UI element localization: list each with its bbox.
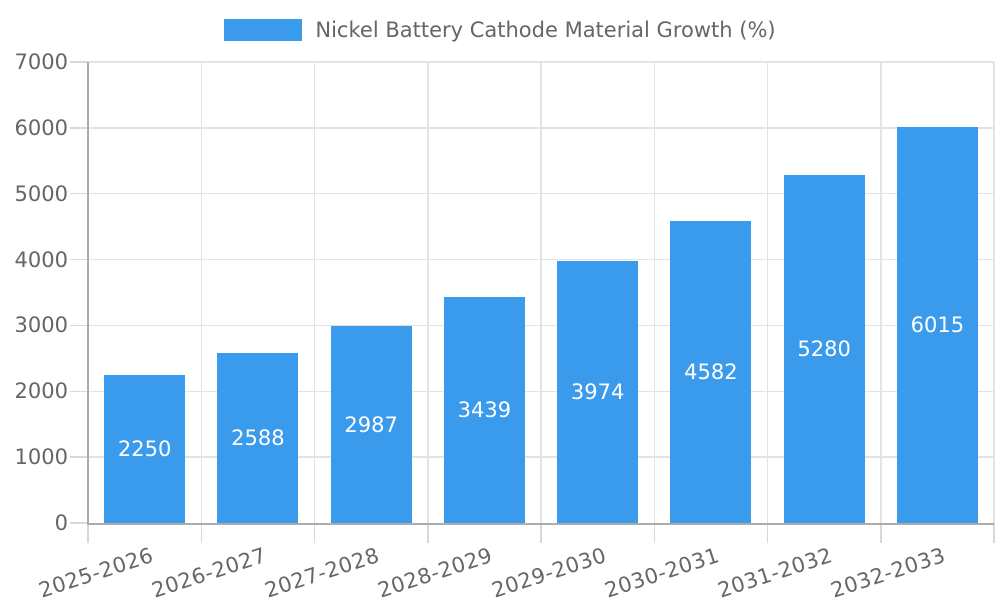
y-tick-mark xyxy=(70,390,88,393)
bar-value-label: 6015 xyxy=(910,312,965,337)
x-tick-mark xyxy=(200,523,202,543)
bar-2030-2031[interactable]: 4582 xyxy=(670,221,752,523)
x-tick-mark xyxy=(313,523,316,543)
y-axis-tick-label: 1000 xyxy=(14,445,68,470)
x-gridline xyxy=(200,62,202,523)
bar-2026-2027[interactable]: 2588 xyxy=(217,352,299,523)
bar-2031-2032[interactable]: 5280 xyxy=(783,175,865,523)
bar-value-label: 4582 xyxy=(684,360,738,385)
y-tick-mark xyxy=(70,61,88,63)
y-tick-mark xyxy=(70,192,88,195)
x-gridline xyxy=(653,62,655,523)
bar-value-label: 3439 xyxy=(457,397,512,422)
chart-legend: Nickel Battery Cathode Material Growth (… xyxy=(0,17,1000,43)
x-tick-mark xyxy=(880,523,882,543)
x-tick-mark xyxy=(87,523,89,543)
y-tick-mark xyxy=(70,324,88,327)
y-axis-line xyxy=(87,62,89,525)
y-axis-tick-label: 2000 xyxy=(14,379,68,404)
x-axis-line xyxy=(88,523,994,525)
x-gridline xyxy=(540,62,542,523)
x-gridline xyxy=(313,62,316,523)
bar-value-label: 2250 xyxy=(117,436,172,461)
bar-value-label: 5280 xyxy=(797,337,851,362)
chart-title: Nickel Battery Cathode Material Growth (… xyxy=(315,18,776,42)
x-gridline xyxy=(766,62,769,523)
y-tick-mark xyxy=(70,522,88,524)
x-tick-mark xyxy=(993,523,995,543)
bar-value-label: 2987 xyxy=(344,412,398,437)
bar-2032-2033[interactable]: 6015 xyxy=(896,126,978,523)
bar-value-label: 3974 xyxy=(570,380,625,405)
x-gridline xyxy=(427,62,429,523)
y-axis-tick-label: 0 xyxy=(54,511,68,535)
y-axis-tick-label: 5000 xyxy=(14,181,68,206)
bar-2028-2029[interactable]: 3439 xyxy=(443,296,525,523)
legend-swatch-icon xyxy=(224,19,303,41)
bar-value-label: 2588 xyxy=(231,425,285,450)
x-tick-mark xyxy=(540,523,542,543)
x-tick-mark xyxy=(427,523,429,543)
x-gridline xyxy=(993,62,995,523)
x-gridline xyxy=(880,62,882,523)
y-axis-tick-label: 7000 xyxy=(14,50,68,74)
bar-2029-2030[interactable]: 3974 xyxy=(557,261,639,523)
bar-2025-2026[interactable]: 2250 xyxy=(104,374,186,523)
y-tick-mark xyxy=(70,127,88,129)
x-tick-mark xyxy=(766,523,769,543)
bar-2027-2028[interactable]: 2987 xyxy=(330,326,412,523)
y-axis-tick-label: 6000 xyxy=(14,115,68,140)
x-tick-mark xyxy=(653,523,655,543)
y-axis-tick-label: 3000 xyxy=(14,313,68,338)
legend-item[interactable]: Nickel Battery Cathode Material Growth (… xyxy=(224,17,776,43)
y-axis-tick-label: 4000 xyxy=(14,247,68,272)
plot-area: 2250 2025-2026 2588 2026-2027 2987 2027-2028 3… xyxy=(35,61,995,600)
y-tick-mark xyxy=(70,258,88,261)
y-tick-mark xyxy=(70,456,88,458)
